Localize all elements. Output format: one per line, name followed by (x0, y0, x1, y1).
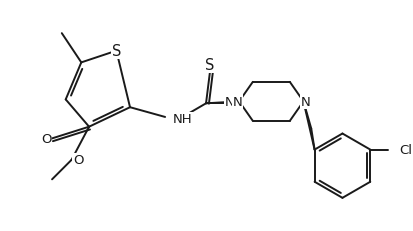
Text: O: O (73, 154, 83, 167)
Text: N: N (300, 95, 310, 108)
Text: NH: NH (173, 113, 192, 126)
Text: S: S (205, 58, 214, 73)
Text: N: N (232, 95, 242, 108)
Text: Cl: Cl (399, 143, 411, 156)
Text: N: N (224, 95, 234, 108)
Text: S: S (112, 44, 121, 59)
Text: O: O (41, 132, 51, 145)
